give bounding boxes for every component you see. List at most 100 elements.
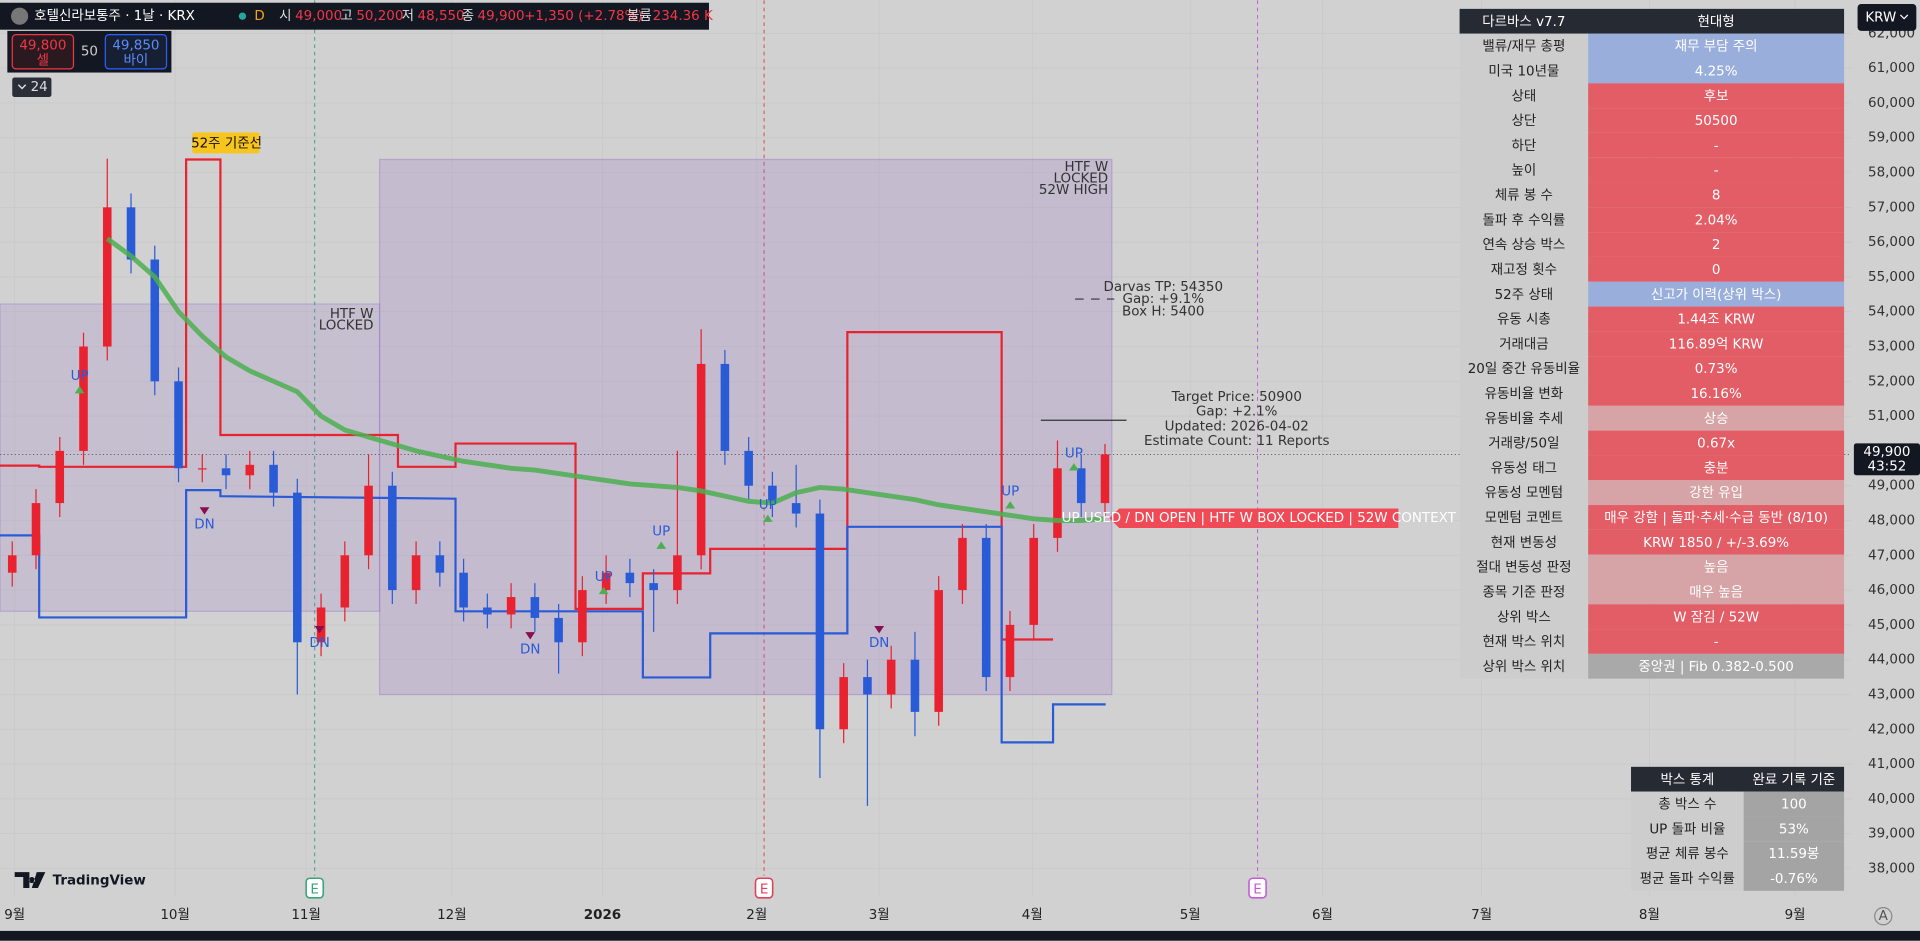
table-value: 11.59봉 bbox=[1768, 846, 1819, 862]
candle-body bbox=[554, 617, 563, 643]
table-value-cell bbox=[1588, 157, 1845, 183]
candle-body bbox=[673, 555, 682, 591]
target-label: Estimate Count: 11 Reports bbox=[1144, 434, 1329, 449]
table-value: 1.44조 KRW bbox=[1677, 313, 1755, 328]
candle-body bbox=[316, 607, 326, 643]
table-value-cell bbox=[1588, 430, 1845, 456]
candle-body bbox=[839, 677, 848, 730]
header-bar bbox=[0, 2, 709, 30]
earnings-marker[interactable] bbox=[754, 877, 774, 899]
table-header-cell: 현대형 bbox=[1698, 14, 1735, 30]
htf-left-label: LOCKED bbox=[319, 318, 374, 333]
candle-body bbox=[269, 464, 278, 493]
table-value-cell bbox=[1588, 629, 1845, 654]
earnings-label: E bbox=[310, 882, 319, 897]
candle-body bbox=[530, 597, 540, 618]
table-value: 후보 bbox=[1704, 88, 1729, 104]
table-label-cell bbox=[1459, 405, 1589, 431]
table-value: 50500 bbox=[1695, 114, 1738, 129]
earnings-label: E bbox=[760, 882, 769, 897]
table-header bbox=[1631, 766, 1845, 792]
candle-body bbox=[221, 468, 231, 476]
table-value: 재무 부담 주의 bbox=[1675, 39, 1758, 55]
table-label-cell bbox=[1459, 629, 1589, 654]
y-tick-label: 42,000 bbox=[1868, 722, 1915, 737]
table-value-cell bbox=[1588, 505, 1845, 530]
table-value: 신고가 이력(상위 박스) bbox=[1651, 287, 1781, 303]
table-label-cell bbox=[1459, 505, 1589, 530]
htf-high-label: 52W HIGH bbox=[1039, 183, 1108, 198]
signal-label: UP bbox=[1001, 484, 1019, 499]
table-label-cell bbox=[1459, 356, 1589, 381]
earnings-label: E bbox=[1253, 882, 1262, 897]
table-label: 거래량/50일 bbox=[1488, 436, 1559, 452]
signal-arrow bbox=[74, 386, 85, 394]
table-value-cell bbox=[1588, 83, 1845, 109]
darvas-label: Darvas TP: 54350 bbox=[1103, 280, 1223, 295]
base-line-label: 52주 기준선 bbox=[191, 136, 262, 152]
table-value: -0.76% bbox=[1770, 872, 1818, 887]
candle-body bbox=[102, 207, 112, 347]
table-label-cell bbox=[1459, 579, 1589, 605]
candle-body bbox=[31, 503, 41, 556]
y-tick-label: 39,000 bbox=[1868, 827, 1915, 842]
candle-body bbox=[958, 537, 967, 591]
currency: KRW bbox=[1865, 10, 1896, 25]
earnings-marker[interactable] bbox=[305, 877, 325, 899]
sell-button[interactable] bbox=[11, 33, 75, 70]
table-value-cell bbox=[1588, 232, 1845, 257]
candle-body bbox=[150, 259, 160, 382]
table-header-cell: 박스 통계 bbox=[1660, 772, 1714, 788]
table-label-cell bbox=[1459, 182, 1589, 208]
countdown: 43:52 bbox=[1868, 460, 1907, 475]
darvas-label: Gap: +9.1% bbox=[1123, 292, 1205, 307]
moving-average bbox=[105, 236, 1106, 523]
table-value: 0 bbox=[1712, 263, 1721, 278]
x-tick-label: 3월 bbox=[869, 907, 890, 923]
buy-button[interactable] bbox=[104, 33, 168, 70]
y-tick-label: 41,000 bbox=[1868, 757, 1915, 772]
table-value: 100 bbox=[1781, 798, 1807, 813]
x-tick-label: 2026 bbox=[584, 908, 621, 923]
candle-body bbox=[411, 555, 421, 591]
y-tick-label: 38,000 bbox=[1868, 861, 1915, 876]
signal-arrow bbox=[525, 632, 536, 640]
auto-scale[interactable] bbox=[1874, 907, 1893, 926]
signal-arrow bbox=[874, 626, 885, 634]
indicator-toggle[interactable] bbox=[12, 77, 52, 98]
y-tick-label: 47,000 bbox=[1868, 548, 1915, 563]
table-label: 절대 변동성 판정 bbox=[1476, 560, 1571, 576]
table-label-cell bbox=[1459, 430, 1589, 456]
base-line-tag bbox=[192, 132, 260, 154]
earnings-marker[interactable] bbox=[1248, 877, 1267, 899]
table-value-cell bbox=[1588, 108, 1845, 133]
table-value-cell bbox=[1588, 554, 1845, 580]
candle-body bbox=[768, 485, 777, 504]
candle-body bbox=[744, 450, 753, 486]
symbol[interactable]: 호텔신라보통주 · 1날 · KRX bbox=[34, 8, 195, 24]
ohlc-change: +1,350 (+2.78%) bbox=[524, 9, 643, 24]
x-tick-label: 9월 bbox=[1785, 907, 1806, 923]
darvas-label: Box H: 5400 bbox=[1122, 304, 1204, 319]
y-tick-label: 60,000 bbox=[1868, 96, 1915, 111]
currency-button[interactable] bbox=[1857, 3, 1917, 31]
y-tick-label: 43,000 bbox=[1868, 687, 1915, 702]
candle-body bbox=[649, 583, 658, 591]
table-label: 상태 bbox=[1511, 88, 1536, 104]
candle-body bbox=[578, 590, 587, 643]
table-value: 0.67x bbox=[1697, 437, 1735, 452]
table-value: 16.16% bbox=[1690, 387, 1742, 402]
x-tick-label: 11월 bbox=[291, 907, 321, 923]
signal-arrow bbox=[656, 541, 667, 549]
table-label: 유동 시총 bbox=[1497, 312, 1551, 328]
candle-body bbox=[174, 381, 183, 469]
candle-body bbox=[55, 450, 65, 504]
table-value: 높음 bbox=[1704, 560, 1729, 576]
table-label-cell bbox=[1459, 232, 1589, 257]
interval-badge: D bbox=[254, 9, 264, 24]
candle-body bbox=[601, 572, 611, 591]
candle-body bbox=[1029, 537, 1038, 625]
table-value: 중앙권 | Fib 0.382-0.500 bbox=[1638, 659, 1793, 675]
target-label: Updated: 2026-04-02 bbox=[1165, 419, 1309, 434]
